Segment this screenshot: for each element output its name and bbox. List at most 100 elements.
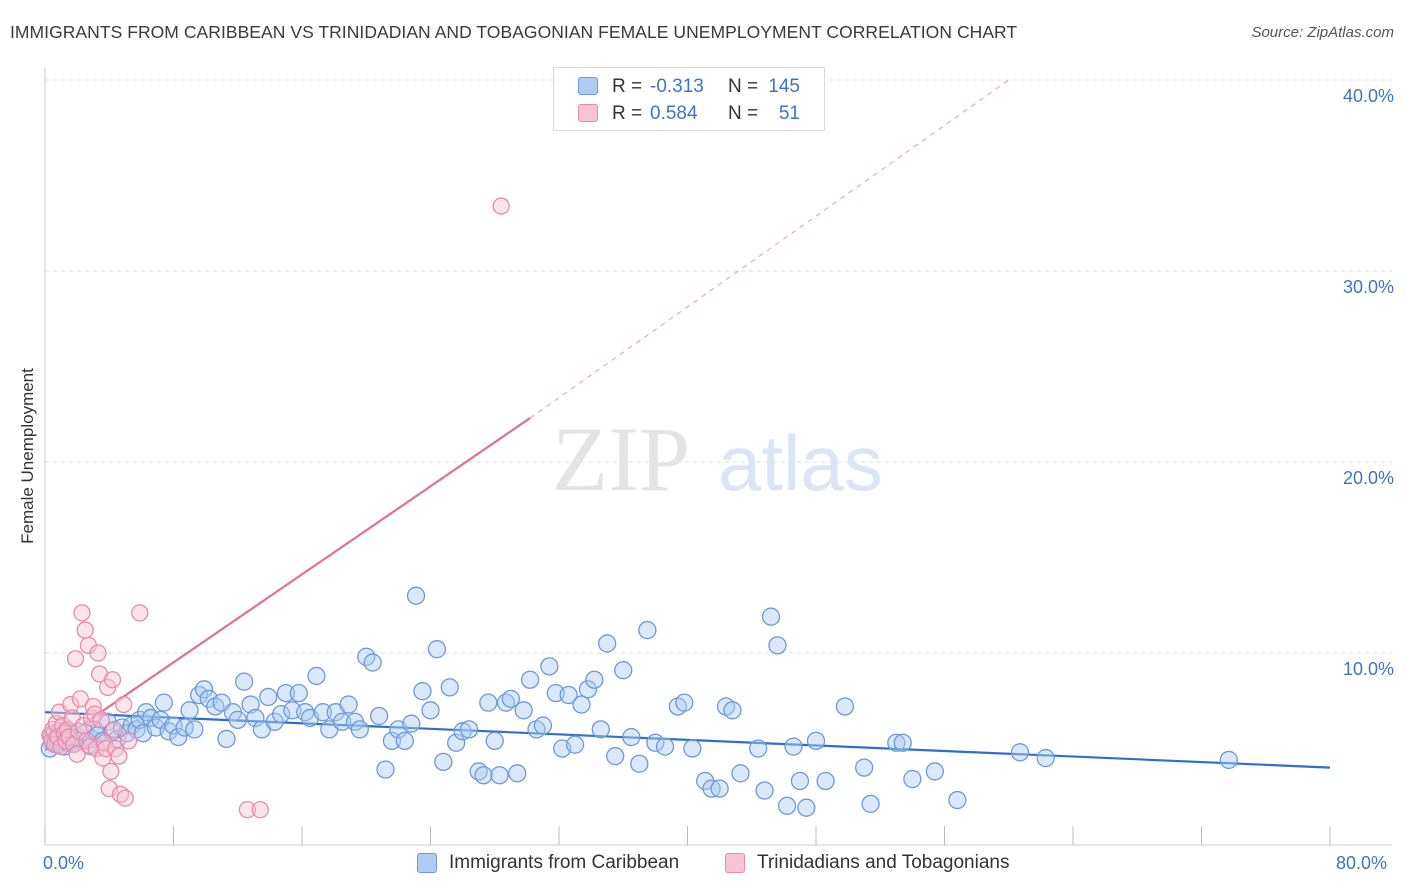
data-point-caribbean <box>622 727 641 747</box>
x-tick-label-max: 80.0% <box>1336 853 1388 873</box>
data-point-caribbean <box>614 661 633 680</box>
data-point-caribbean <box>585 670 604 689</box>
data-point-caribbean <box>395 731 414 751</box>
data-point-trinidadian <box>116 789 134 807</box>
data-point-caribbean <box>520 670 540 689</box>
data-point-caribbean <box>887 733 906 752</box>
data-point-caribbean <box>514 701 533 720</box>
axes <box>44 68 1392 846</box>
series-caribbean-points <box>40 586 1238 817</box>
data-point-trinidadian <box>251 800 269 819</box>
data-point-caribbean <box>598 634 617 653</box>
data-point-caribbean <box>406 586 426 605</box>
data-point-caribbean <box>731 764 750 783</box>
data-point-caribbean <box>784 737 803 756</box>
data-point-caribbean <box>761 607 781 626</box>
data-point-caribbean <box>591 720 610 739</box>
data-point-caribbean <box>235 672 254 691</box>
data-point-caribbean <box>1219 750 1238 770</box>
x-tick-label-min: 0.0% <box>43 853 85 873</box>
data-point-caribbean <box>350 720 369 739</box>
data-point-caribbean <box>749 739 768 758</box>
data-point-caribbean <box>180 701 199 720</box>
data-point-trinidadian <box>73 604 91 622</box>
chart-title: IMMIGRANTS FROM CARIBBEAN VS TRINIDADIAN… <box>10 22 1018 42</box>
data-point-caribbean <box>459 720 479 739</box>
data-point-caribbean <box>572 695 591 714</box>
data-point-caribbean <box>723 701 742 720</box>
data-point-caribbean <box>578 680 598 699</box>
data-point-caribbean <box>606 746 625 766</box>
data-point-trinidadian <box>68 745 86 763</box>
r-value: 0.584 <box>650 103 698 124</box>
data-point-trinidadian <box>119 732 138 750</box>
data-point-caribbean <box>271 704 291 724</box>
data-point-caribbean <box>559 685 578 705</box>
data-point-caribbean <box>382 731 402 751</box>
data-point-caribbean <box>440 678 459 697</box>
n-label: N = <box>728 76 759 97</box>
data-point-caribbean <box>790 771 810 791</box>
data-point-trinidadian <box>492 197 510 215</box>
data-point-caribbean <box>806 731 826 751</box>
watermark-zip: ZIP <box>552 408 690 510</box>
data-point-caribbean <box>755 781 774 800</box>
legend-label: Immigrants from Caribbean <box>449 852 680 873</box>
series-trinidadian-points <box>41 197 510 819</box>
data-point-caribbean <box>816 771 835 791</box>
data-point-caribbean <box>646 733 665 752</box>
data-point-caribbean <box>540 657 559 676</box>
data-point-caribbean <box>453 722 472 741</box>
data-point-caribbean <box>835 697 855 716</box>
data-point-caribbean <box>164 716 183 735</box>
data-point-caribbean <box>903 769 922 789</box>
data-point-trinidadian <box>71 690 89 708</box>
data-point-caribbean <box>339 695 358 714</box>
data-point-caribbean <box>675 693 694 712</box>
data-point-caribbean <box>154 693 174 712</box>
data-point-trinidadian <box>103 671 122 689</box>
data-point-caribbean <box>259 687 278 707</box>
data-point-caribbean <box>190 685 209 705</box>
data-point-caribbean <box>402 714 421 733</box>
data-point-caribbean <box>363 653 382 672</box>
data-point-trinidadian <box>97 739 115 758</box>
stats-swatch-blue <box>578 77 598 95</box>
data-point-caribbean <box>533 716 553 735</box>
data-point-caribbean <box>447 733 466 752</box>
data-point-caribbean <box>228 710 247 729</box>
data-point-trinidadian <box>238 800 257 819</box>
r-label: R = <box>612 76 643 97</box>
data-point-caribbean <box>508 764 527 783</box>
data-point-caribbean <box>630 754 649 773</box>
data-point-caribbean <box>333 712 352 731</box>
trend-line-trinidadian <box>44 417 531 752</box>
y-tick-label-10: 10.0% <box>1342 659 1394 679</box>
stats-swatch-pink <box>578 104 598 122</box>
data-point-caribbean <box>485 731 504 751</box>
data-point-trinidadian <box>115 695 133 714</box>
trend-line-trinidadian-extension <box>529 79 1010 419</box>
data-point-caribbean <box>768 636 787 655</box>
data-point-caribbean <box>246 708 265 728</box>
data-point-caribbean <box>797 798 816 817</box>
data-point-caribbean <box>376 760 395 779</box>
data-point-caribbean <box>948 790 967 810</box>
data-point-trinidadian <box>105 720 123 739</box>
data-point-caribbean <box>855 758 874 777</box>
data-point-caribbean <box>638 620 657 640</box>
data-point-caribbean <box>893 733 912 752</box>
data-point-caribbean <box>169 727 188 747</box>
data-point-trinidadian <box>102 762 120 781</box>
data-point-caribbean <box>194 680 214 699</box>
data-point-caribbean <box>296 703 315 722</box>
watermark: ZIP atlas <box>552 408 883 510</box>
data-point-caribbean <box>479 693 498 712</box>
legend-swatch-blue <box>417 853 437 873</box>
data-point-caribbean <box>474 766 493 785</box>
data-point-caribbean <box>313 703 333 722</box>
data-point-caribbean <box>861 794 880 814</box>
data-point-caribbean <box>565 735 585 754</box>
y-tick-label-40: 40.0% <box>1342 86 1394 106</box>
data-point-caribbean <box>289 683 308 703</box>
